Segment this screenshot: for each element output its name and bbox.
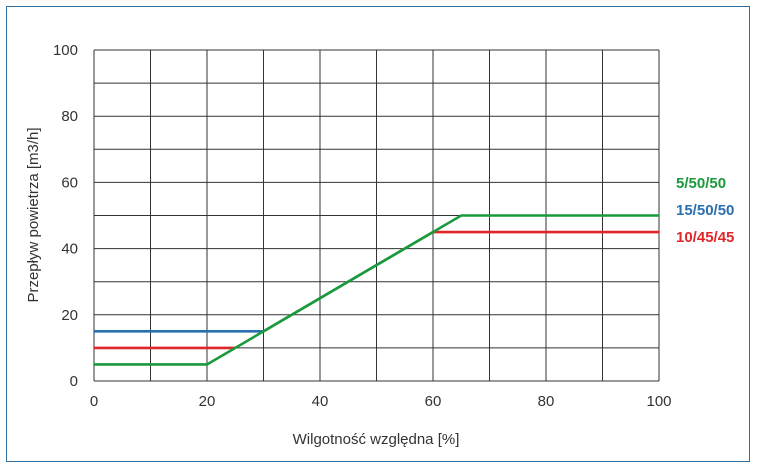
x-tick-label: 20 xyxy=(199,393,216,410)
tick-labels: 0 20 40 60 80 100 0 20 40 60 80 100 xyxy=(53,42,672,410)
legend-label-15-50-50: 15/50/50 xyxy=(676,202,734,219)
y-axis-title: Przepływ powietrza [m3/h] xyxy=(25,127,42,302)
x-tick-label: 80 xyxy=(538,393,555,410)
x-tick-label: 0 xyxy=(90,393,98,410)
chart-frame xyxy=(6,6,750,462)
y-tick-label: 100 xyxy=(53,42,78,59)
legend-label-5-50-50: 5/50/50 xyxy=(676,175,726,192)
y-tick-label: 80 xyxy=(61,108,78,125)
x-axis-title: Wilgotność względna [%] xyxy=(293,431,460,448)
y-tick-label: 20 xyxy=(61,307,78,324)
series-line-overlay xyxy=(262,230,434,333)
x-tick-label: 40 xyxy=(312,393,329,410)
y-tick-label: 0 xyxy=(70,373,78,390)
y-tick-label: 60 xyxy=(61,174,78,191)
series-layer xyxy=(94,214,659,366)
legend: 5/50/50 15/50/50 10/45/45 xyxy=(676,175,734,246)
x-tick-label: 100 xyxy=(646,393,671,410)
legend-label-10-45-45: 10/45/45 xyxy=(676,229,734,246)
x-tick-label: 60 xyxy=(425,393,442,410)
y-tick-label: 40 xyxy=(61,241,78,258)
